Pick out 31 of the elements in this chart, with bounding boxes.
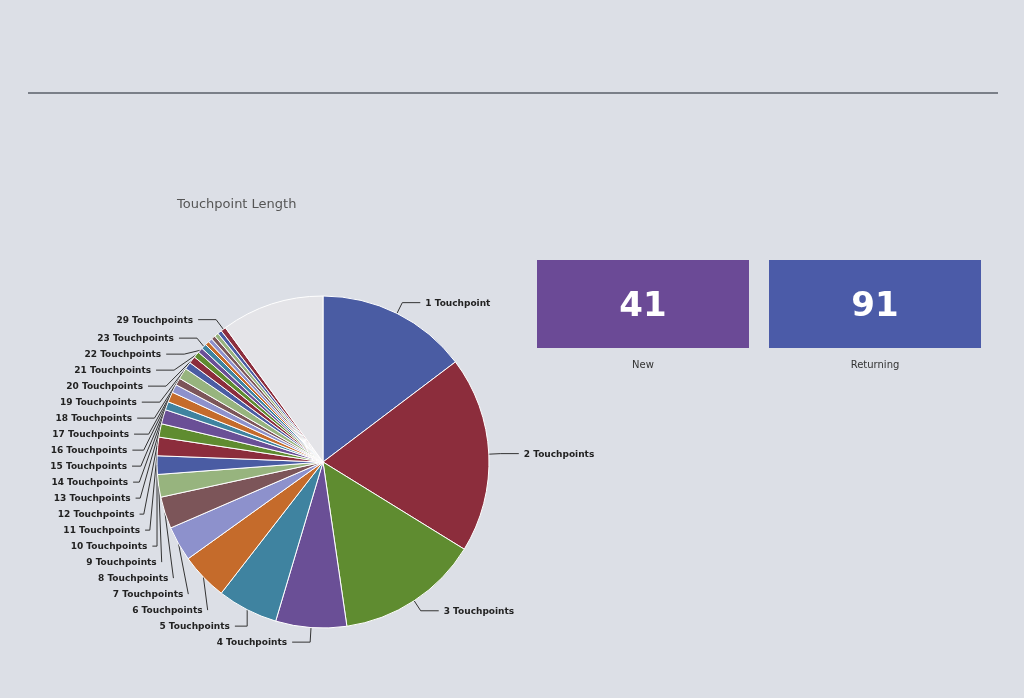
slice-label: 18 Touchpoints <box>55 413 133 424</box>
slice-label: 5 Touchpoints <box>159 621 230 632</box>
slice-label: 11 Touchpoints <box>63 525 141 536</box>
slice-label: 6 Touchpoints <box>132 605 203 616</box>
slice-label: 1 Touchpoint <box>425 297 492 308</box>
slice-label: 9 Touchpoints <box>86 557 157 568</box>
slice-label: 10 Touchpoints <box>70 541 148 552</box>
slice-label: 22 Touchpoints <box>84 349 162 360</box>
category-label: Returning <box>850 359 900 370</box>
slice-label: 3 Touchpoints <box>443 605 515 616</box>
slice-label: 15 Touchpoints <box>50 461 128 472</box>
slice-label: 20 Touchpoints <box>66 381 144 392</box>
slice-label: 21 Touchpoints <box>74 365 152 376</box>
slice-label: 4 Touchpoints <box>216 637 288 648</box>
slice-label: 7 Touchpoints <box>112 589 184 600</box>
slice-label: 19 Touchpoints <box>60 397 137 408</box>
stat-card: 91 <box>769 260 981 348</box>
slice-label: 17 Touchpoints <box>52 429 130 440</box>
slice-label: 2 Touchpoints <box>523 448 595 459</box>
slice-label: 14 Touchpoints <box>51 477 129 488</box>
slice-label: 16 Touchpoints <box>50 445 128 456</box>
slice-label: 12 Touchpoints <box>57 509 135 520</box>
slice-label: 29 Touchpoints <box>116 314 194 325</box>
stat-card: 41 <box>537 260 749 348</box>
slice-label: 13 Touchpoints <box>53 493 131 504</box>
slice-label: 8 Touchpoints <box>97 573 169 584</box>
data-label: 41 <box>619 284 667 324</box>
data-label: 91 <box>851 284 899 324</box>
slice-label: 23 Touchpoints <box>97 333 174 344</box>
chart-title: Touchpoint Length <box>176 196 297 211</box>
category-label: New <box>632 359 654 370</box>
